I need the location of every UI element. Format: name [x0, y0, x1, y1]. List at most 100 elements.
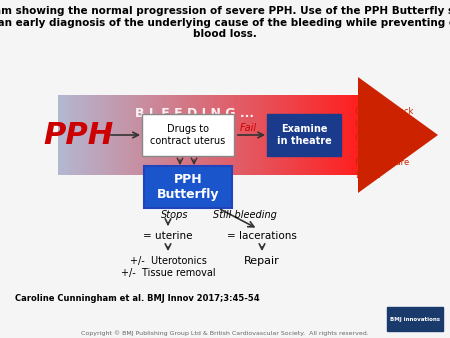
- Text: PPH
Butterfly: PPH Butterfly: [157, 173, 219, 201]
- Polygon shape: [261, 95, 262, 175]
- Polygon shape: [181, 95, 183, 175]
- Polygon shape: [193, 95, 194, 175]
- Polygon shape: [313, 95, 315, 175]
- Polygon shape: [129, 95, 130, 175]
- Polygon shape: [147, 95, 148, 175]
- Polygon shape: [243, 95, 244, 175]
- Polygon shape: [329, 95, 331, 175]
- Polygon shape: [292, 95, 293, 175]
- Polygon shape: [279, 95, 280, 175]
- Polygon shape: [355, 95, 356, 175]
- Polygon shape: [275, 95, 277, 175]
- Polygon shape: [202, 95, 203, 175]
- Polygon shape: [124, 95, 126, 175]
- Polygon shape: [320, 95, 322, 175]
- Text: Stops: Stops: [161, 210, 189, 220]
- Polygon shape: [64, 95, 66, 175]
- Polygon shape: [280, 95, 282, 175]
- Polygon shape: [293, 95, 295, 175]
- Polygon shape: [322, 95, 324, 175]
- Polygon shape: [286, 95, 288, 175]
- Polygon shape: [194, 95, 196, 175]
- Polygon shape: [238, 95, 239, 175]
- Polygon shape: [247, 95, 248, 175]
- Polygon shape: [130, 95, 131, 175]
- Polygon shape: [358, 77, 438, 193]
- Polygon shape: [311, 95, 313, 175]
- Polygon shape: [189, 95, 190, 175]
- Polygon shape: [127, 95, 129, 175]
- Polygon shape: [336, 95, 337, 175]
- Polygon shape: [334, 95, 336, 175]
- FancyBboxPatch shape: [387, 307, 443, 331]
- Polygon shape: [111, 95, 112, 175]
- Polygon shape: [230, 95, 232, 175]
- Polygon shape: [165, 95, 166, 175]
- Polygon shape: [118, 95, 120, 175]
- Text: = uterine: = uterine: [143, 231, 193, 241]
- Polygon shape: [343, 95, 345, 175]
- Polygon shape: [169, 95, 171, 175]
- Polygon shape: [126, 95, 127, 175]
- Polygon shape: [226, 95, 228, 175]
- Polygon shape: [183, 95, 184, 175]
- Text: Caroline Cunningham et al. BMJ Innov 2017;3:45-54: Caroline Cunningham et al. BMJ Innov 201…: [15, 294, 260, 303]
- Polygon shape: [84, 95, 85, 175]
- Polygon shape: [271, 95, 273, 175]
- Text: Copyright © BMJ Publishing Group Ltd & British Cardiovascular Society.  All righ: Copyright © BMJ Publishing Group Ltd & B…: [81, 330, 369, 336]
- Polygon shape: [246, 95, 247, 175]
- Polygon shape: [68, 95, 70, 175]
- Text: BMJ innovations: BMJ innovations: [390, 316, 440, 321]
- Polygon shape: [175, 95, 176, 175]
- Polygon shape: [72, 95, 73, 175]
- Polygon shape: [239, 95, 241, 175]
- Polygon shape: [229, 95, 230, 175]
- Polygon shape: [97, 95, 99, 175]
- Polygon shape: [176, 95, 178, 175]
- Polygon shape: [90, 95, 91, 175]
- Polygon shape: [316, 95, 318, 175]
- Polygon shape: [198, 95, 199, 175]
- Polygon shape: [340, 95, 342, 175]
- Polygon shape: [108, 95, 109, 175]
- Polygon shape: [58, 95, 59, 175]
- Polygon shape: [221, 95, 223, 175]
- Polygon shape: [199, 95, 201, 175]
- Polygon shape: [67, 95, 68, 175]
- Polygon shape: [81, 95, 82, 175]
- Polygon shape: [166, 95, 167, 175]
- Polygon shape: [158, 95, 160, 175]
- Polygon shape: [131, 95, 133, 175]
- Text: Fail: Fail: [239, 123, 256, 133]
- Polygon shape: [153, 95, 154, 175]
- Polygon shape: [235, 95, 237, 175]
- Polygon shape: [100, 95, 102, 175]
- Polygon shape: [122, 95, 124, 175]
- Polygon shape: [103, 95, 104, 175]
- Polygon shape: [82, 95, 84, 175]
- Polygon shape: [266, 95, 268, 175]
- Polygon shape: [259, 95, 261, 175]
- Polygon shape: [187, 95, 189, 175]
- Polygon shape: [140, 95, 142, 175]
- Polygon shape: [59, 95, 61, 175]
- Polygon shape: [225, 95, 226, 175]
- Polygon shape: [283, 95, 284, 175]
- Polygon shape: [160, 95, 162, 175]
- Polygon shape: [184, 95, 185, 175]
- Polygon shape: [79, 95, 81, 175]
- FancyBboxPatch shape: [144, 166, 232, 208]
- Polygon shape: [163, 95, 165, 175]
- Polygon shape: [351, 95, 352, 175]
- Polygon shape: [304, 95, 306, 175]
- Polygon shape: [73, 95, 75, 175]
- Polygon shape: [77, 95, 79, 175]
- Polygon shape: [149, 95, 151, 175]
- Polygon shape: [121, 95, 122, 175]
- Polygon shape: [327, 95, 328, 175]
- Polygon shape: [252, 95, 253, 175]
- Polygon shape: [180, 95, 181, 175]
- Polygon shape: [117, 95, 118, 175]
- Polygon shape: [262, 95, 264, 175]
- Polygon shape: [220, 95, 221, 175]
